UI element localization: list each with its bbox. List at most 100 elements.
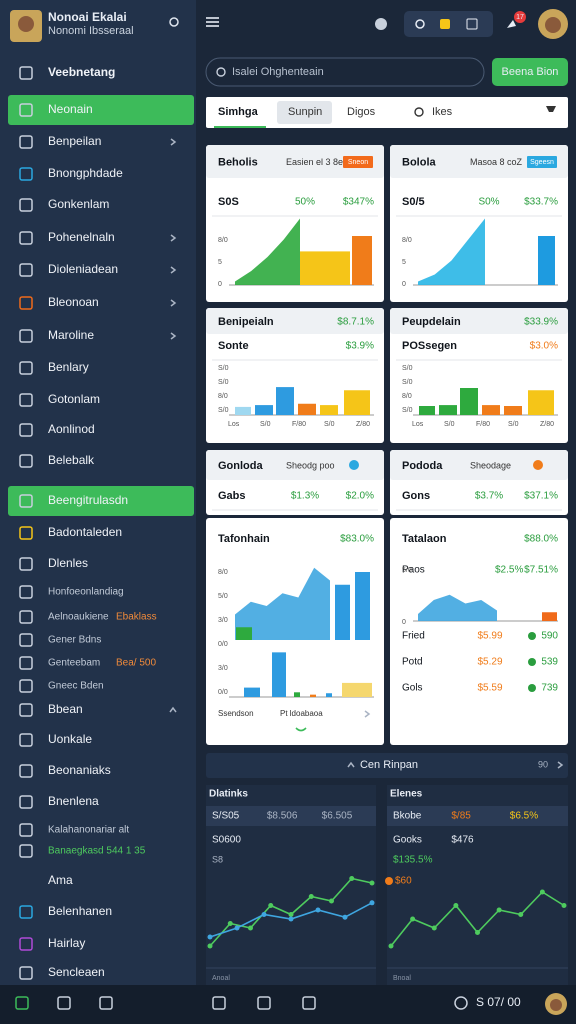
chevron xyxy=(347,761,355,768)
nav-item[interactable]: Pohenelnaln xyxy=(48,230,115,244)
toolbar-icon[interactable] xyxy=(466,18,478,30)
more-bar[interactable] xyxy=(206,753,568,778)
nav-item[interactable]: Belebalk xyxy=(48,453,95,467)
card-value: $3.9% xyxy=(346,341,374,352)
icon[interactable] xyxy=(257,996,271,1010)
bar xyxy=(255,405,273,415)
nav-item[interactable]: Uonkale xyxy=(48,732,92,746)
point xyxy=(315,907,321,913)
nav-item[interactable]: Badontaleden xyxy=(48,525,122,539)
nav-item[interactable]: Bnenlena xyxy=(48,794,99,808)
nav-item[interactable]: Gonkenlam xyxy=(48,197,109,211)
nav-item[interactable]: Bleonoan xyxy=(48,295,99,309)
tab[interactable]: Ikes xyxy=(432,106,453,118)
more-label[interactable]: Cen Rinpan xyxy=(360,759,418,771)
nav-item[interactable]: Sencleaen xyxy=(48,965,105,979)
button-label[interactable]: Beena Bion xyxy=(502,66,559,78)
icon[interactable] xyxy=(212,996,226,1010)
bar xyxy=(439,405,457,415)
icon[interactable] xyxy=(302,996,316,1010)
settings-icon[interactable] xyxy=(375,18,387,30)
nav-item[interactable]: Benpeilan xyxy=(48,134,101,148)
nav-item[interactable]: Belenhanen xyxy=(48,904,112,918)
area xyxy=(235,218,300,285)
chevron xyxy=(557,761,564,769)
nav-item[interactable]: Dlenles xyxy=(48,556,88,570)
change-icon xyxy=(528,684,536,692)
icon xyxy=(19,633,33,647)
nav-item[interactable]: Gotonlam xyxy=(48,392,100,406)
nav-item[interactable]: Aelnoaukiene xyxy=(48,612,109,623)
nav-item[interactable]: Genteebam xyxy=(48,658,100,669)
icon xyxy=(19,263,33,277)
chevron xyxy=(364,710,371,718)
row-value: $5.99 xyxy=(477,631,502,642)
icon xyxy=(19,526,33,540)
card-meta: Easien el 3 8e xyxy=(286,157,343,167)
nav-item[interactable]: Gneec Bden xyxy=(48,681,104,692)
tab[interactable]: Digos xyxy=(347,106,376,118)
search-input[interactable] xyxy=(205,57,485,87)
nav-item[interactable]: Bnongphdade xyxy=(48,166,123,180)
icon xyxy=(19,66,33,80)
bar xyxy=(235,406,251,415)
nav-active[interactable] xyxy=(8,486,194,516)
bar xyxy=(236,627,252,640)
nav-item[interactable]: Hairlay xyxy=(48,936,85,950)
point xyxy=(268,903,274,908)
icon xyxy=(19,585,33,599)
toolbar-icon[interactable] xyxy=(440,19,450,29)
nav-active[interactable] xyxy=(8,95,194,125)
avatar-face xyxy=(550,999,562,1011)
nav-item[interactable]: Ama xyxy=(48,873,73,887)
nav-item[interactable]: Kalahanonariar alt xyxy=(48,825,129,836)
axis-label: 3/0 xyxy=(218,665,228,672)
icon[interactable] xyxy=(15,996,29,1010)
point xyxy=(496,907,502,913)
axis-label: 0/0 xyxy=(218,689,228,696)
search-icon[interactable] xyxy=(169,17,179,27)
bar xyxy=(504,406,522,415)
nav-item[interactable]: Honfoeonlandiag xyxy=(48,587,124,598)
card-value: 50% xyxy=(295,197,315,208)
point xyxy=(207,934,213,940)
axis-label: 3/0 xyxy=(218,617,228,624)
icon[interactable] xyxy=(99,996,113,1010)
bar xyxy=(272,652,286,697)
tab-selected xyxy=(277,101,332,124)
axis-label: Z/80 xyxy=(356,421,370,428)
icon xyxy=(19,656,33,670)
icon xyxy=(19,198,33,212)
card-footer: Pt ldoabaoa xyxy=(280,709,323,718)
tab[interactable]: Sunpin xyxy=(288,106,322,118)
nav-item[interactable]: Maroline xyxy=(48,328,94,342)
toolbar-icon[interactable] xyxy=(415,19,425,29)
nav-item[interactable]: Beengitrulasdn xyxy=(48,493,128,507)
icon xyxy=(19,937,33,951)
nav-item[interactable]: Benlary xyxy=(48,360,89,374)
nav-item[interactable]: Beonaniaks xyxy=(48,763,111,777)
bell-icon[interactable] xyxy=(507,20,516,28)
icon[interactable] xyxy=(57,996,71,1010)
card-value: $7.51% xyxy=(524,565,558,576)
panel-row xyxy=(206,806,376,826)
point xyxy=(518,912,524,917)
search-placeholder: Isalei Ohghenteain xyxy=(232,66,324,78)
nav-item[interactable]: Neonain xyxy=(48,102,93,116)
card-header xyxy=(206,450,384,480)
card-label: S0/5 xyxy=(402,196,425,208)
nav-item[interactable]: Dioleniadean xyxy=(48,262,118,276)
nav-item[interactable]: Veebnetang xyxy=(48,65,115,79)
nav-item[interactable]: Bbean xyxy=(48,702,83,716)
card-header xyxy=(206,145,384,178)
tab[interactable]: Simhga xyxy=(218,106,259,118)
axis-label: Bnoal xyxy=(393,975,411,982)
avatar-face xyxy=(545,17,561,33)
nav-item[interactable]: Banaegkasd 544 1 35 xyxy=(48,846,146,857)
nav-item[interactable]: Aonlinod xyxy=(48,422,95,436)
icon xyxy=(19,733,33,747)
card xyxy=(390,518,568,745)
tag-label: Sgeesn xyxy=(530,159,554,166)
primary-button[interactable] xyxy=(492,58,568,86)
nav-item[interactable]: Gener Bdns xyxy=(48,635,101,646)
